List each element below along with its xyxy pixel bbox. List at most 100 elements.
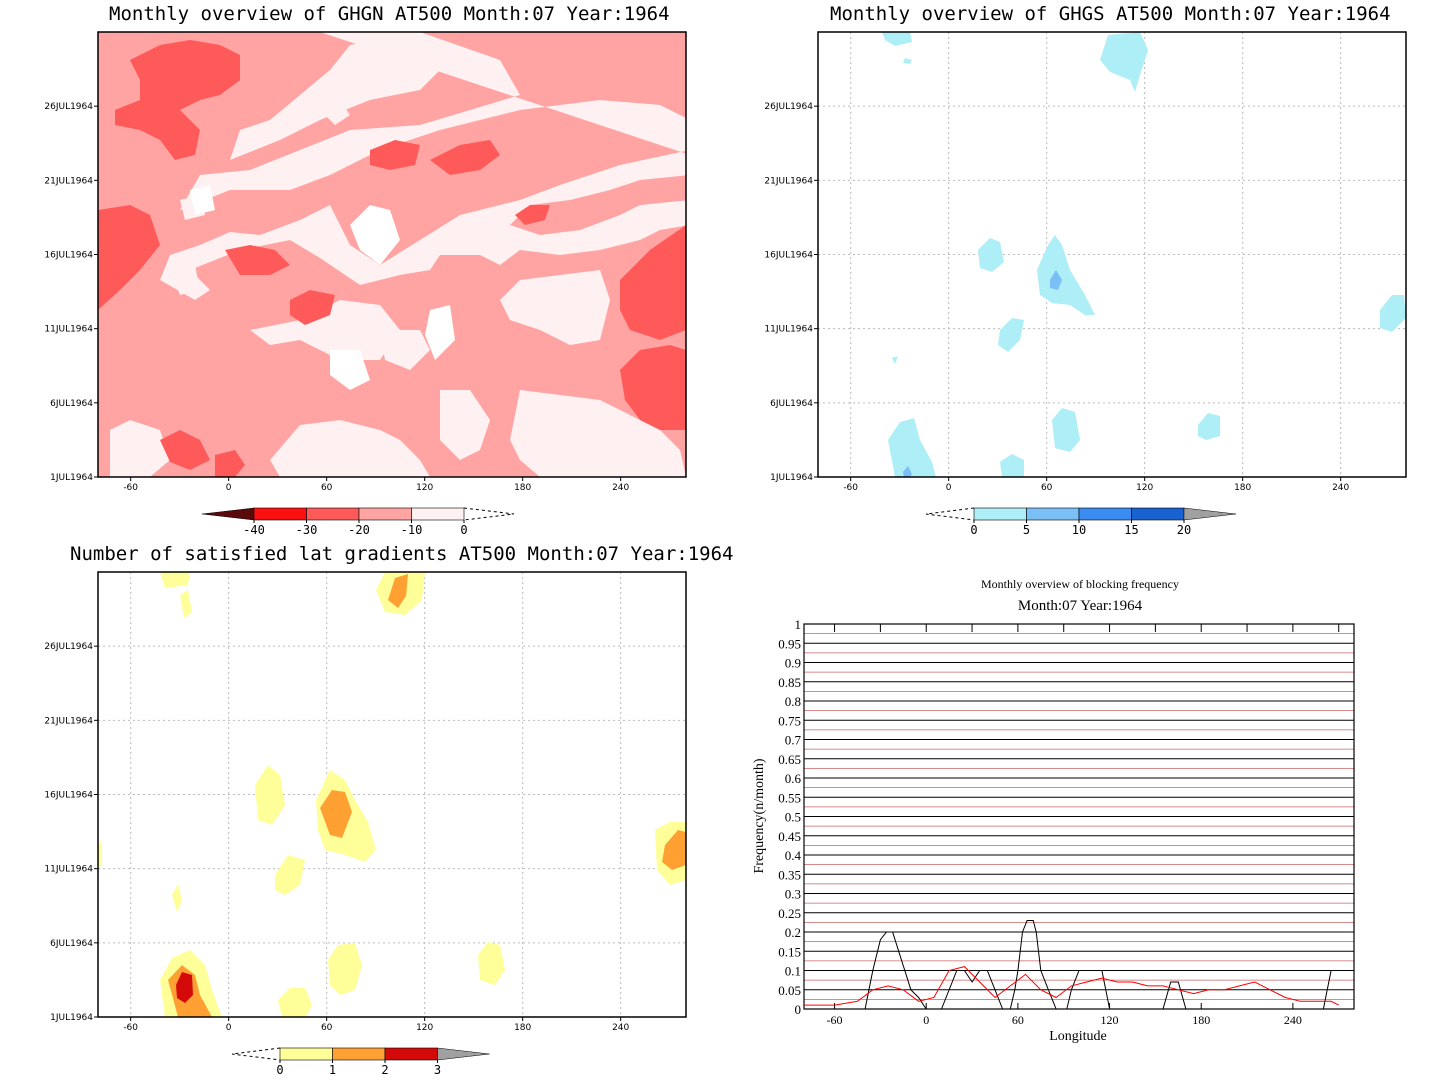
y-tick-label: 11JUL1964 (44, 325, 93, 335)
y-tick-label: 21JUL1964 (44, 176, 93, 186)
freq-title: Monthly overview of blocking frequency (981, 577, 1179, 591)
y-tick-label: 1JUL1964 (50, 1013, 93, 1023)
colorbar-segment (1078, 507, 1132, 521)
ghgn-axes: -60 0 60 120 180 240 1JUL1964 6JUL1964 11JUL1964… (44, 102, 629, 493)
x-tick-label: 0 (946, 483, 952, 493)
ghgn-colorbar: -40 -30 -20 -10 0 (201, 507, 515, 537)
y-tick-label: 6JUL1964 (50, 399, 93, 409)
y-tick-label: 16JUL1964 (764, 251, 813, 261)
y-tick-label: 0.45 (778, 829, 801, 844)
colorbar-extension (201, 507, 255, 521)
colorbar-extension (925, 507, 975, 521)
ghgn-title: Monthly overview of GHGN AT500 Month:07 … (109, 3, 670, 25)
y-tick-label: 0.65 (778, 752, 801, 767)
colorbar-label: 3 (434, 1063, 441, 1077)
series-line-1 (804, 920, 1339, 1010)
y-tick-label: 26JUL1964 (44, 642, 93, 652)
x-tick-label: -60 (843, 483, 858, 493)
y-tick-label: 0.35 (778, 867, 801, 882)
y-tick-label: 0.4 (785, 848, 802, 863)
colorbar-label: -40 (243, 523, 265, 537)
y-tick-label: 0.3 (785, 887, 801, 902)
x-tick-label: 0 (226, 1023, 232, 1033)
y-tick-label: 0.6 (785, 771, 802, 786)
y-tick-label: 0.05 (778, 983, 801, 998)
colorbar-extension (437, 1047, 490, 1061)
ghgn-map (98, 32, 686, 477)
colorbar-label: 0 (970, 523, 977, 537)
colorbar-label: 0 (276, 1063, 283, 1077)
colorbar-segment (1131, 507, 1185, 521)
colorbar-label: 10 (1072, 523, 1086, 537)
x-tick-label: 120 (416, 1023, 433, 1033)
colorbar-segment (384, 1047, 438, 1061)
y-tick-label: 0.9 (785, 656, 801, 671)
y-tick-label: 1 (795, 617, 802, 632)
x-tick-label: 60 (321, 1023, 333, 1033)
x-tick-label: -60 (123, 1023, 138, 1033)
x-tick-label: 240 (612, 1023, 629, 1033)
x-tick-label: 180 (1192, 1013, 1210, 1027)
latgrad-title: Number of satisfied lat gradients AT500 … (70, 543, 734, 565)
y-tick-label: 0.1 (785, 964, 801, 979)
colorbar-segment (306, 507, 360, 521)
series-line-2 (804, 966, 1339, 1006)
y-tick-label: 26JUL1964 (764, 102, 813, 112)
colorbar-label: -20 (348, 523, 370, 537)
x-tick-label: 120 (1136, 483, 1153, 493)
x-tick-label: -60 (123, 483, 138, 493)
x-tick-label: 240 (1284, 1013, 1302, 1027)
x-tick-label: 120 (1101, 1013, 1119, 1027)
colorbar-segment (332, 1047, 386, 1061)
y-tick-label: 0.55 (778, 790, 801, 805)
colorbar-label: 15 (1124, 523, 1138, 537)
colorbar-label: 0 (460, 523, 467, 537)
y-tick-label: 0.95 (778, 636, 801, 651)
x-tick-label: -60 (827, 1013, 843, 1027)
frequency-chart: -60 0 60 120 180 240 0 0.05 0.1 0.15 0.2 0.25 0.3 0.3… (778, 617, 1355, 1027)
latgrad-map (98, 572, 686, 1018)
x-tick-label: 180 (1234, 483, 1251, 493)
ghgs-title: Monthly overview of GHGS AT500 Month:07 … (830, 3, 1391, 25)
y-tick-label: 0.5 (785, 810, 801, 825)
colorbar-extension (1183, 507, 1237, 521)
colorbar-label: 20 (1177, 523, 1191, 537)
colorbar-segment (253, 507, 307, 521)
colorbar-label: -10 (401, 523, 423, 537)
y-tick-label: 1JUL1964 (50, 473, 93, 483)
colorbar-extension (231, 1047, 281, 1061)
y-tick-label: 6JUL1964 (50, 939, 93, 949)
freq-subtitle: Month:07 Year:1964 (1017, 598, 1143, 614)
y-tick-label: 0 (795, 1002, 802, 1017)
y-tick-label: 11JUL1964 (764, 325, 813, 335)
y-tick-label: 0.75 (778, 713, 801, 728)
colorbar-extension (463, 507, 515, 521)
colorbar-label: 1 (329, 1063, 336, 1077)
colorbar-segment (358, 507, 412, 521)
y-tick-label: 16JUL1964 (44, 791, 93, 801)
colorbar-label: 2 (381, 1063, 388, 1077)
y-tick-label: 16JUL1964 (44, 251, 93, 261)
x-tick-label: 240 (612, 483, 629, 493)
x-tick-label: 180 (514, 483, 531, 493)
y-tick-label: 0.8 (785, 694, 801, 709)
latgrad-axes: -60 0 60 120 180 240 1JUL1964 6JUL1964 11JUL1964… (44, 642, 629, 1033)
x-tick-label: 60 (1041, 483, 1053, 493)
y-tick-label: 0.85 (778, 675, 801, 690)
colorbar-segment (411, 507, 465, 521)
y-tick-label: 1JUL1964 (770, 473, 813, 483)
latgrad-colorbar: 0 1 2 3 (231, 1047, 490, 1077)
y-tick-label: 11JUL1964 (44, 865, 93, 875)
freq-xlabel: Longitude (1049, 1029, 1107, 1044)
y-tick-label: 0.15 (778, 944, 801, 959)
colorbar-segment (1026, 507, 1080, 521)
y-tick-label: 26JUL1964 (44, 102, 93, 112)
colorbar-segment (973, 507, 1027, 521)
x-tick-label: 240 (1332, 483, 1349, 493)
freq-ylabel: Frequency(n/month) (752, 758, 767, 873)
y-tick-label: 21JUL1964 (44, 716, 93, 726)
x-tick-label: 60 (321, 483, 333, 493)
y-tick-label: 21JUL1964 (764, 176, 813, 186)
ghgs-map (818, 32, 1406, 478)
